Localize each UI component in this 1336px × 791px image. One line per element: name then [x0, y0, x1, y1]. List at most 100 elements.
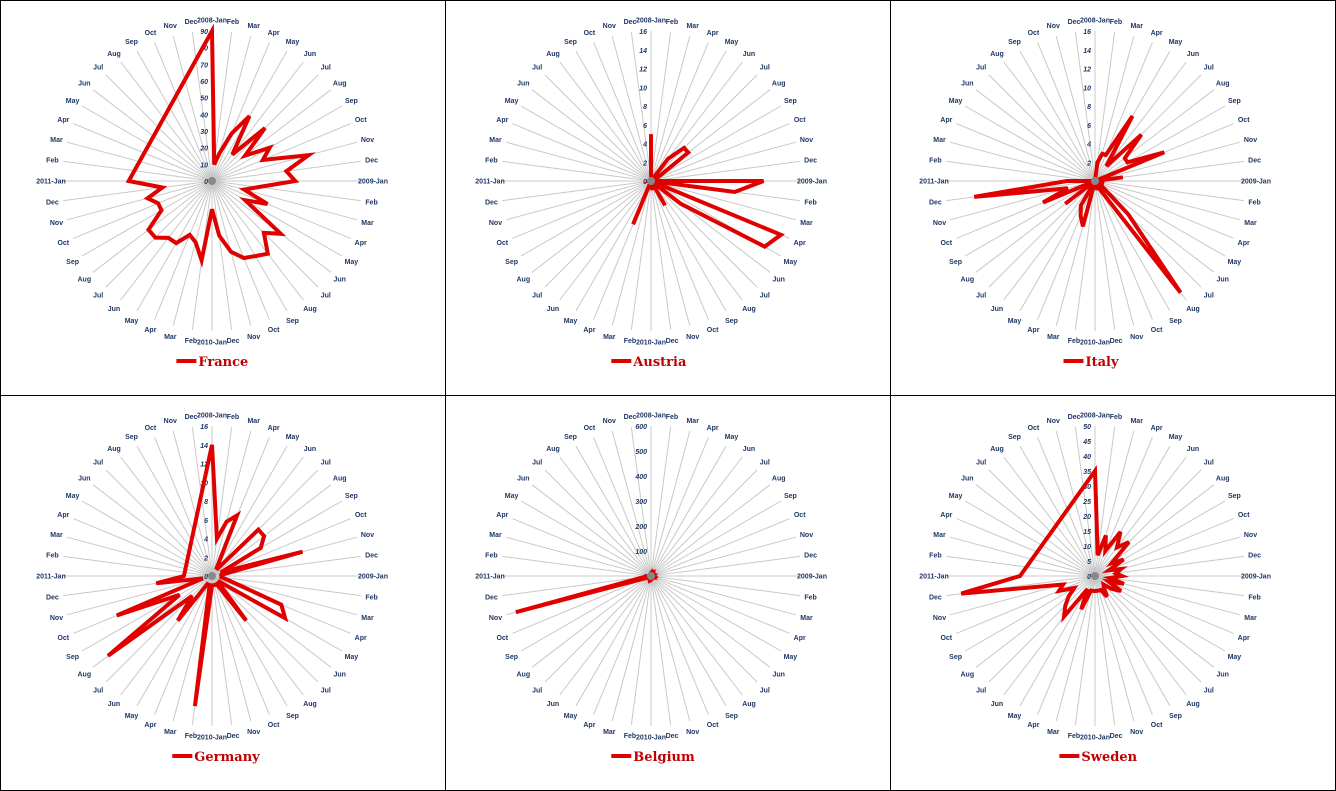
month-label: Sep — [564, 39, 577, 46]
axis-tick-label: 8 — [1087, 104, 1091, 111]
month-label: Jun — [333, 672, 345, 679]
month-label: Aug — [1186, 306, 1200, 313]
grid-spoke — [1094, 141, 1241, 182]
grid-spoke — [650, 180, 709, 320]
grid-spoke — [650, 469, 758, 577]
grid-spoke — [650, 575, 743, 696]
month-label: Sep — [286, 713, 299, 720]
month-label: Mar — [247, 418, 260, 425]
grid-spoke — [1003, 180, 1096, 301]
month-label: Dec — [365, 158, 378, 165]
month-label: Oct — [794, 117, 806, 124]
month-label: Nov — [247, 334, 260, 341]
month-label: Mar — [1130, 23, 1143, 30]
grid-spoke — [650, 180, 797, 221]
month-label: Aug — [1216, 476, 1230, 483]
grid-spoke — [964, 500, 1096, 577]
axis-tick-label: 8 — [643, 104, 647, 111]
radar-chart-sweden: 2008-Jan FebMarAprMayJunJulAugSepOctNovDe… — [919, 413, 1271, 766]
grid-spoke — [172, 430, 213, 577]
grid-spoke — [520, 500, 652, 577]
month-label: Sep — [1008, 39, 1021, 46]
month-label: Oct — [1028, 425, 1040, 432]
grid-spoke — [650, 575, 771, 668]
month-label: Dec — [365, 553, 378, 560]
month-label: Jul — [760, 65, 770, 72]
grid-spoke — [650, 430, 691, 577]
month-labels: 2008-Jan FebMarAprMayJunJulAugSepOctNovDe… — [919, 18, 1271, 347]
grid-spoke — [650, 536, 797, 577]
grid-spoke — [650, 180, 691, 327]
grid-spoke — [136, 180, 213, 312]
grid-spoke — [1094, 575, 1244, 597]
grid-spoke — [1037, 437, 1096, 577]
panel-sweden: 2008-Jan Feb Mar Apr May Jun Jul Aug Sep Oct Nov De… — [890, 395, 1336, 791]
month-label: Dec — [804, 553, 817, 560]
grid-spoke — [520, 575, 652, 652]
month-label: May — [345, 654, 359, 661]
month-label: Jun — [991, 701, 1003, 708]
grid-spoke — [956, 518, 1096, 577]
month-label: Jun — [991, 306, 1003, 313]
month-label: Apr — [794, 635, 806, 642]
month-label: Apr — [583, 327, 595, 334]
month-label: Nov — [489, 615, 502, 622]
month-label: Sep — [784, 493, 797, 500]
month-label: Mar — [164, 334, 177, 341]
grid-spoke — [975, 575, 1096, 668]
axis-tick-labels: 0 5 10 15 20 25 30 35 40 45 50 — [1082, 424, 1091, 581]
month-label: Dec — [1068, 19, 1081, 26]
axis-tick-label: 100 — [635, 549, 647, 556]
month-label: Jul — [532, 460, 542, 467]
month-label: Oct — [496, 240, 508, 247]
month-label: Mar — [933, 137, 946, 144]
grid-spoke — [191, 427, 213, 577]
grid-spoke — [949, 180, 1096, 221]
month-label: Oct — [57, 240, 69, 247]
grid-spoke — [1094, 456, 1187, 577]
grid-spoke — [650, 427, 672, 577]
grid-spoke — [544, 575, 652, 683]
month-label: Sep — [505, 654, 518, 661]
month-label: Aug — [107, 51, 121, 58]
axis-tick-label: 14 — [200, 443, 208, 450]
month-label: Jun — [961, 81, 973, 88]
grid-spoke — [1037, 42, 1096, 182]
grid-spoke — [946, 160, 1096, 182]
grid-spoke — [575, 50, 652, 182]
grid-spoke — [559, 180, 652, 301]
grid-spoke — [975, 484, 1096, 577]
grid-spoke — [593, 437, 652, 577]
month-label: Jul — [1204, 687, 1214, 694]
legend: Sweden — [1059, 750, 1138, 765]
month-label: May — [725, 39, 739, 46]
month-label: Feb — [365, 595, 377, 602]
month-label: Nov — [686, 334, 699, 341]
month-label: Sep — [125, 434, 138, 441]
grid-spoke — [211, 555, 361, 577]
grid-spoke — [559, 61, 652, 182]
grid-spoke — [154, 437, 213, 577]
grid-spoke — [211, 575, 270, 715]
month-label: Sep — [564, 434, 577, 441]
axis-tick-label: 35 — [1083, 469, 1091, 476]
month-label: Feb — [804, 595, 816, 602]
month-label: Apr — [355, 635, 367, 642]
month-label: Apr — [583, 722, 595, 729]
grid-spoke — [650, 74, 758, 182]
grid-spoke — [505, 141, 652, 182]
month-label: Sep — [345, 493, 358, 500]
grid-spoke — [1094, 74, 1202, 182]
axis-tick-label: 25 — [1082, 499, 1091, 506]
grid-spoke — [531, 484, 652, 577]
grid-spoke — [211, 427, 233, 577]
grid-spoke — [1094, 180, 1244, 202]
month-label: Mar — [686, 23, 699, 30]
month-label: Jul — [93, 292, 103, 299]
grid-spoke — [988, 74, 1096, 182]
grid-spoke — [956, 123, 1096, 182]
grid-spoke — [988, 180, 1096, 288]
month-label: Feb — [185, 733, 197, 740]
grid-spoke — [172, 180, 213, 327]
month-labels: 2008-Jan FebMarAprMayJunJulAugSepOctNovDe… — [919, 413, 1271, 742]
